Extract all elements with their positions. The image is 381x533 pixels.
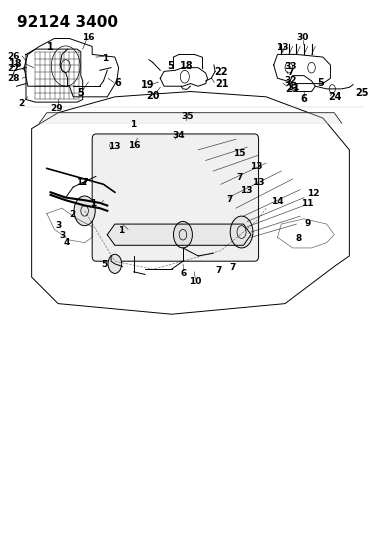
Text: 1: 1 xyxy=(130,120,136,129)
Text: 34: 34 xyxy=(172,131,185,140)
Text: 1: 1 xyxy=(118,227,124,236)
Polygon shape xyxy=(107,224,251,245)
Text: 26: 26 xyxy=(7,52,19,61)
Circle shape xyxy=(108,254,122,273)
Text: 9: 9 xyxy=(305,219,311,228)
Circle shape xyxy=(173,221,192,248)
Text: 23: 23 xyxy=(285,84,298,94)
Text: 6: 6 xyxy=(115,77,122,87)
Text: 31: 31 xyxy=(287,83,299,92)
Text: 24: 24 xyxy=(328,92,342,102)
Text: 14: 14 xyxy=(271,197,284,206)
FancyBboxPatch shape xyxy=(92,134,259,261)
Text: 19: 19 xyxy=(141,80,155,90)
Text: 5: 5 xyxy=(101,261,107,269)
Text: 3: 3 xyxy=(56,221,62,230)
Text: 25: 25 xyxy=(355,87,368,98)
Text: 32: 32 xyxy=(284,76,297,85)
Text: 7: 7 xyxy=(287,68,293,77)
Text: 1: 1 xyxy=(47,42,54,52)
Text: 21: 21 xyxy=(216,78,229,88)
Text: 7: 7 xyxy=(226,195,233,204)
Text: 2: 2 xyxy=(18,99,24,108)
Text: 17: 17 xyxy=(77,178,89,187)
Text: 22: 22 xyxy=(215,68,228,77)
Text: 13: 13 xyxy=(109,142,121,151)
Text: 3: 3 xyxy=(59,231,66,240)
Text: 13: 13 xyxy=(252,178,264,187)
Text: 7: 7 xyxy=(237,173,243,182)
Text: 8: 8 xyxy=(296,234,302,243)
Text: 28: 28 xyxy=(7,74,19,83)
Text: 4: 4 xyxy=(63,238,69,247)
Text: 10: 10 xyxy=(189,277,202,286)
Text: 13: 13 xyxy=(250,163,263,171)
Text: 5: 5 xyxy=(318,77,324,87)
Text: 16: 16 xyxy=(128,141,141,150)
Text: 7: 7 xyxy=(216,266,222,274)
Text: 11: 11 xyxy=(301,199,314,208)
Text: 15: 15 xyxy=(233,149,246,158)
Polygon shape xyxy=(39,113,342,123)
Circle shape xyxy=(230,216,253,248)
Text: 5: 5 xyxy=(167,61,174,71)
Text: 20: 20 xyxy=(147,91,160,101)
Text: 13: 13 xyxy=(275,43,288,52)
Text: 2: 2 xyxy=(80,178,86,187)
Text: 6: 6 xyxy=(301,94,307,104)
Text: 6: 6 xyxy=(181,269,187,278)
Text: 2: 2 xyxy=(69,210,75,219)
Text: 16: 16 xyxy=(82,33,94,42)
Text: 18: 18 xyxy=(180,61,194,71)
Text: 30: 30 xyxy=(297,33,309,42)
Text: 29: 29 xyxy=(50,104,62,113)
Text: 1: 1 xyxy=(102,54,109,62)
Text: 5: 5 xyxy=(77,87,84,98)
Text: 18: 18 xyxy=(9,59,22,69)
Text: 27: 27 xyxy=(7,64,19,73)
Text: 1: 1 xyxy=(90,199,96,208)
Text: 12: 12 xyxy=(307,189,320,198)
Text: 35: 35 xyxy=(181,112,194,121)
Text: 33: 33 xyxy=(284,62,297,71)
Text: 92124 3400: 92124 3400 xyxy=(16,14,117,30)
Circle shape xyxy=(74,196,95,225)
Text: 13: 13 xyxy=(240,186,253,195)
Text: 7: 7 xyxy=(229,263,236,272)
